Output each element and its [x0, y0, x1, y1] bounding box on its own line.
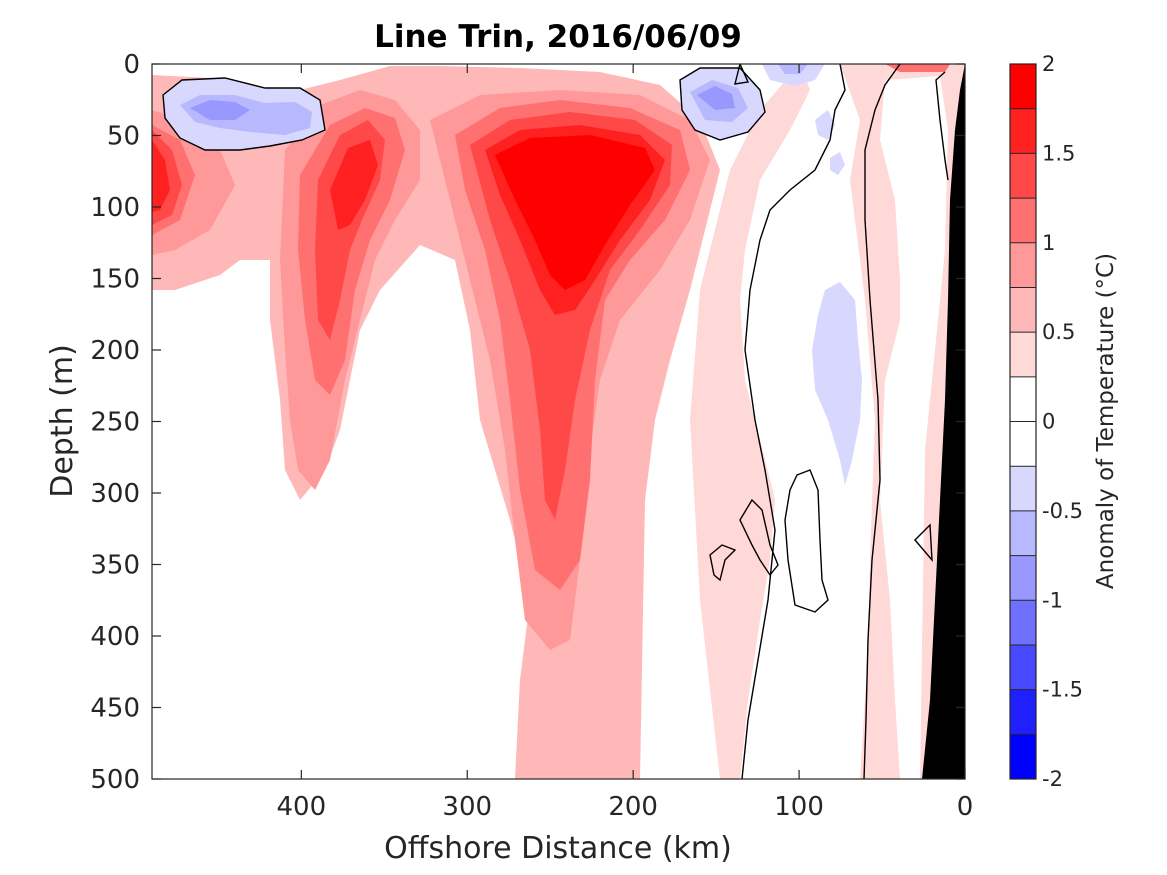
cold-patch-surface	[778, 64, 808, 74]
anomaly-zero-region	[740, 64, 875, 779]
anomaly-field	[152, 64, 965, 779]
colorbar-tick-label: 0	[1042, 410, 1055, 434]
cold-patch-small	[815, 110, 835, 140]
zero-contour-line	[863, 64, 901, 779]
zero-contour-line	[739, 498, 779, 577]
anomaly-level-1-5	[152, 140, 170, 212]
zero-contour-line	[162, 77, 326, 151]
zero-contour-line	[709, 544, 737, 582]
colorbar-swatch	[1010, 287, 1036, 333]
colorbar-tick-label: 1.5	[1042, 141, 1075, 165]
plot-area	[152, 64, 965, 779]
colorbar-tick-label: 2	[1042, 52, 1055, 76]
zero-contour-line	[935, 71, 949, 181]
colorbar-swatch	[1010, 600, 1036, 645]
colorbar-tick-label: -0.5	[1042, 499, 1083, 523]
anomaly-level-1	[885, 64, 950, 72]
y-axis: 0 50 100 150 200 250 300 350 400 450 500	[90, 50, 965, 795]
colorbar-title: Anomaly of Temperature (°C)	[1093, 253, 1119, 589]
colorbar-swatch	[1010, 555, 1036, 601]
zero-contour-line	[734, 64, 750, 85]
colorbar-swatch	[1010, 689, 1036, 735]
y-tick-label: 50	[107, 122, 140, 152]
x-tick-label: 300	[442, 792, 492, 822]
colorbar-tick-label: -1	[1042, 588, 1063, 612]
colorbar-tick-label: 1	[1042, 231, 1055, 255]
x-tick-label: 100	[774, 792, 824, 822]
x-tick-label: 200	[608, 792, 658, 822]
y-tick-label: 450	[90, 694, 140, 724]
colorbar-tick-label: 0.5	[1042, 320, 1075, 344]
anomaly-level-1-5	[330, 140, 378, 230]
colorbar-swatch	[1010, 198, 1036, 243]
anomaly-zero-patch	[152, 288, 285, 568]
colorbar-tick-label: -1.5	[1042, 678, 1083, 702]
colorbar-swatch	[1010, 466, 1036, 511]
colorbar: 2 1.5 1 0.5 0 -0.5 -1 -1.5 -2	[1009, 52, 1083, 791]
chart-title: Line Trin, 2016/06/09	[374, 19, 742, 55]
colorbar-swatch	[1010, 64, 1036, 109]
zero-contour-line	[741, 64, 846, 779]
cold-patch-surface	[762, 64, 825, 86]
x-tick-label: 400	[277, 792, 327, 822]
y-tick-label: 100	[90, 193, 140, 223]
y-tick-label: 300	[90, 479, 140, 509]
colorbar-swatch	[1010, 108, 1036, 154]
y-tick-label: 350	[90, 551, 140, 581]
zero-contours	[162, 64, 949, 779]
x-axis-title: Offshore Distance (km)	[384, 831, 732, 866]
x-axis: 400 300 200 100 0	[277, 64, 974, 822]
zero-contour-line	[679, 67, 766, 141]
y-tick-label: 250	[90, 408, 140, 438]
colorbar-swatch	[1010, 153, 1036, 199]
colorbar-swatch	[1010, 644, 1036, 690]
colorbar-frame	[1009, 63, 1037, 780]
anomaly-zero-patch	[272, 560, 470, 779]
zero-contour-line	[914, 523, 933, 563]
colorbar-swatch	[1010, 376, 1036, 422]
colorbar-swatch	[1010, 510, 1036, 556]
cold-patch-nearshore	[697, 86, 735, 110]
y-tick-label: 0	[123, 50, 140, 80]
y-tick-label: 200	[90, 336, 140, 366]
y-axis-title: Depth (m)	[45, 344, 80, 498]
cold-patch-offshore	[190, 100, 250, 120]
x-tick-label: 0	[957, 792, 974, 822]
y-tick-label: 400	[90, 622, 140, 652]
cold-patch-small	[830, 152, 845, 175]
colorbar-swatch	[1010, 242, 1036, 288]
y-tick-label: 500	[90, 765, 140, 795]
colorbar-swatch	[1010, 332, 1036, 377]
anomaly-level-1-75	[495, 135, 655, 290]
colorbar-tick-label: -2	[1042, 767, 1063, 791]
bathymetry-mask	[922, 64, 965, 779]
colorbar-swatch	[1010, 734, 1036, 779]
y-tick-label: 150	[90, 265, 140, 295]
cold-patch-deep	[812, 282, 862, 485]
anomaly-zero-region	[880, 76, 948, 779]
colorbar-swatch	[1010, 421, 1036, 467]
zero-contour-line	[784, 469, 829, 613]
